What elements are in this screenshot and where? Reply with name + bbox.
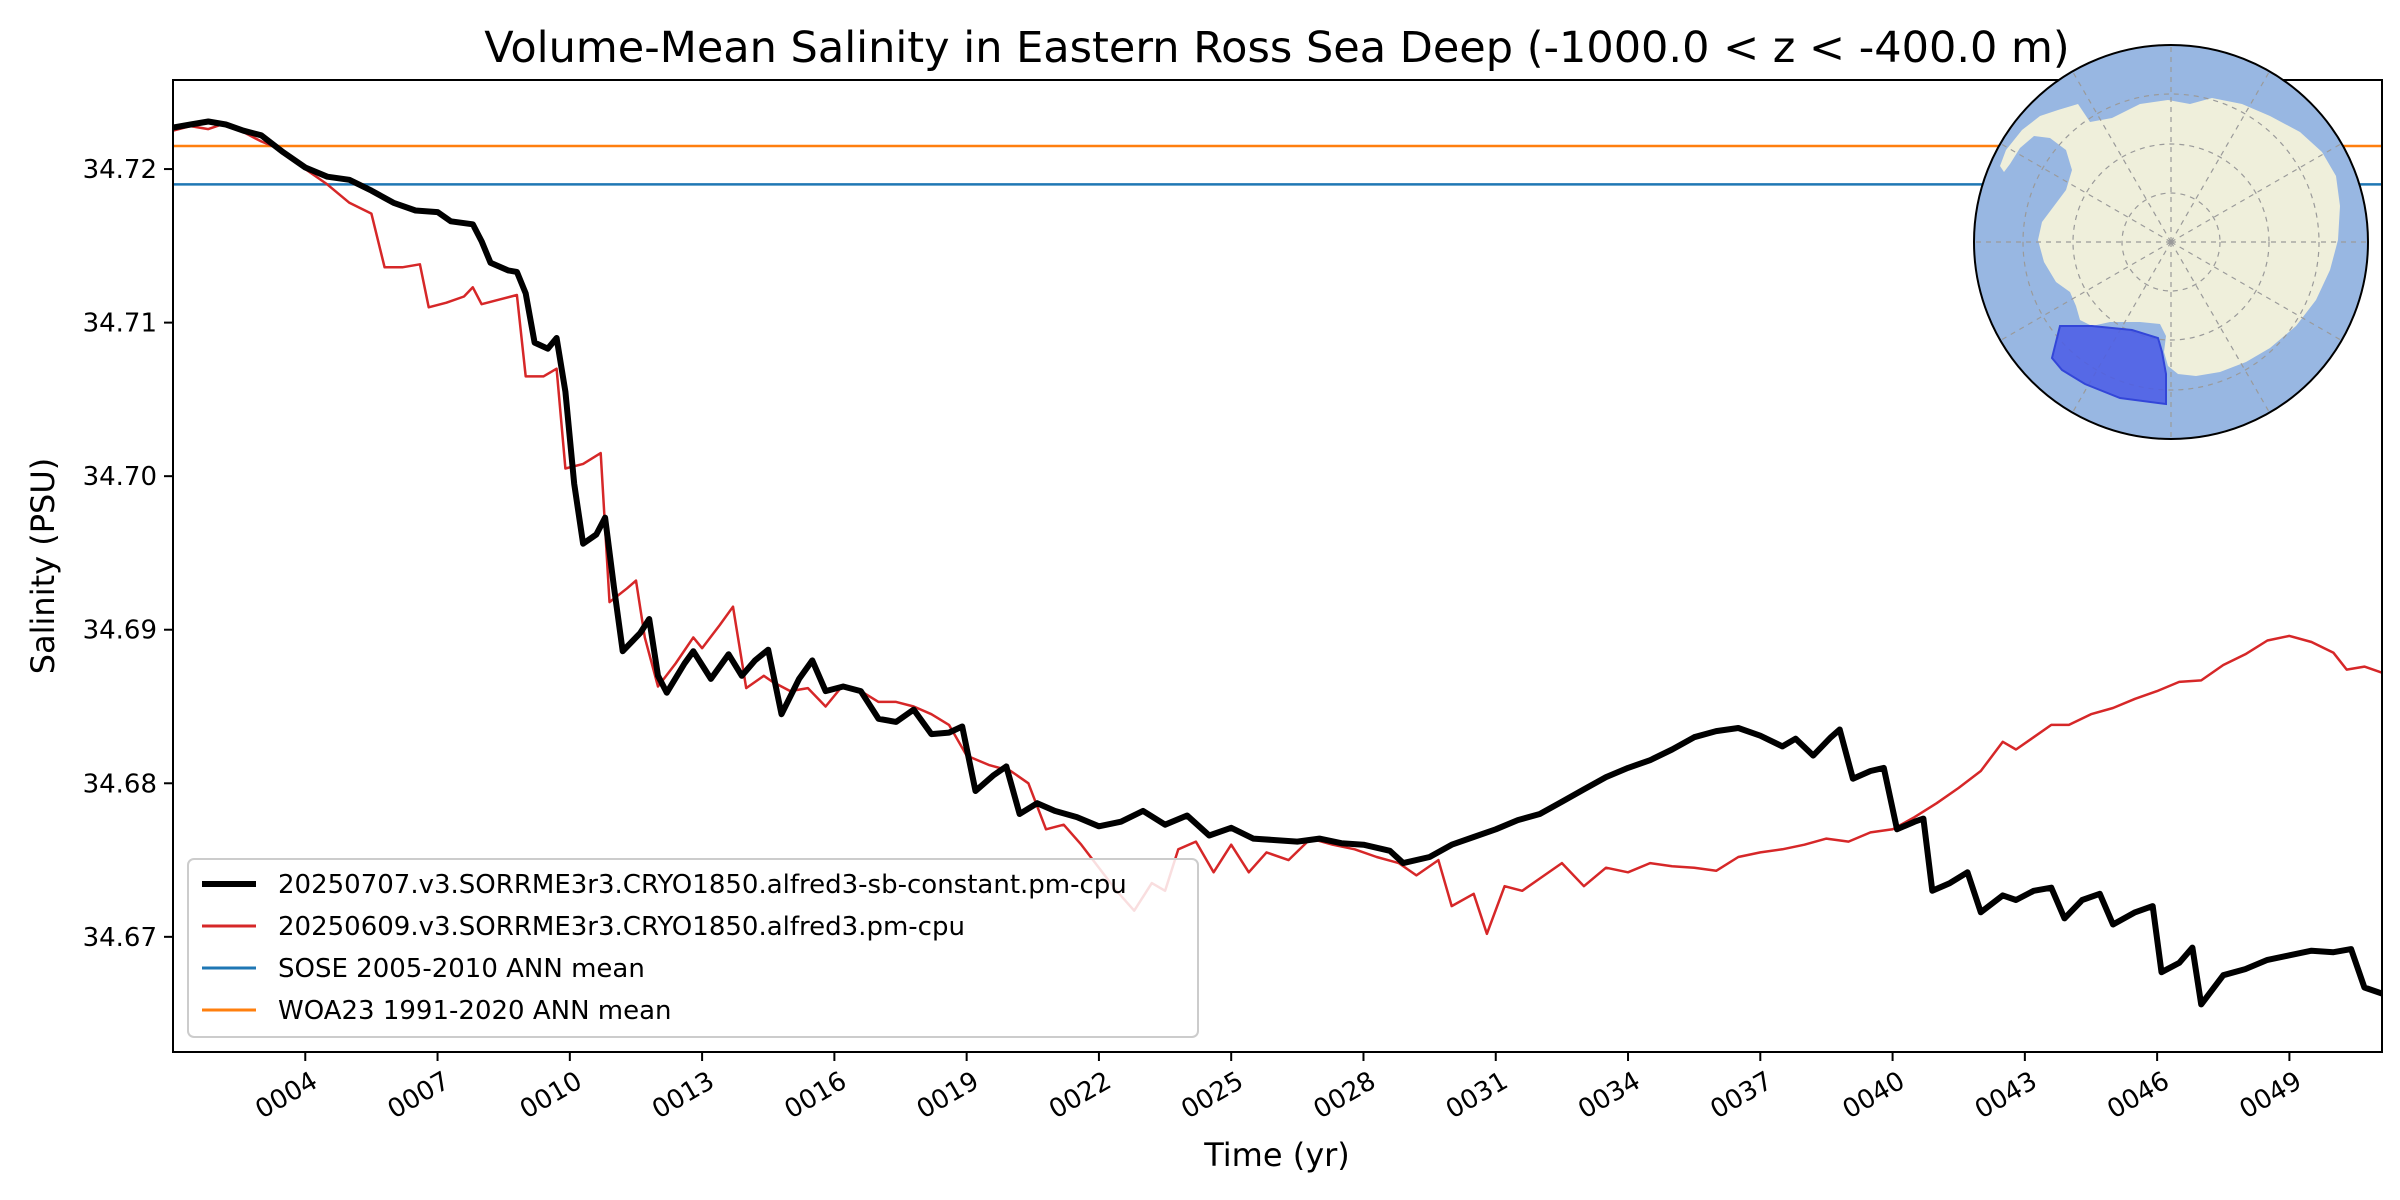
legend: 20250707.v3.SORRME3r3.CRYO1850.alfred3-s… (187, 858, 1199, 1038)
x-tick-label: 0019 (912, 1066, 984, 1125)
x-axis-label: Time (yr) (1203, 1136, 1350, 1174)
x-tick-label: 0013 (647, 1066, 719, 1125)
y-tick-label: 34.72 (83, 155, 157, 185)
x-tick-label: 0037 (1705, 1066, 1777, 1125)
x-axis-ticks: 0004 0007 0010 0013 0016 0019 0022 0025 0028 0031… (250, 1052, 2307, 1125)
chart-title: Volume-Mean Salinity in Eastern Ross Sea… (484, 23, 2069, 73)
map-graticule (1974, 45, 2368, 439)
x-tick-label: 0049 (2235, 1066, 2307, 1125)
x-tick-label: 0046 (2102, 1066, 2174, 1125)
y-tick-label: 34.68 (83, 769, 157, 799)
x-tick-label: 0022 (1044, 1066, 1116, 1125)
antarctica-land-icon (2000, 98, 2340, 376)
globe-outline (1973, 44, 2369, 440)
x-tick-label: 0043 (1970, 1066, 2042, 1125)
x-tick-label: 0034 (1573, 1066, 1645, 1125)
x-tick-label: 0010 (515, 1066, 587, 1125)
x-tick-label: 0040 (1838, 1066, 1910, 1125)
y-axis-ticks: 34.67 34.68 34.69 34.70 34.71 34.72 (83, 155, 173, 953)
x-tick-label: 0004 (250, 1066, 322, 1125)
y-axis-label: Salinity (PSU) (24, 458, 62, 675)
plot-frame (172, 79, 2383, 1053)
legend-label-experiment-sb-constant: 20250707.v3.SORRME3r3.CRYO1850.alfred3-s… (278, 870, 1127, 900)
x-tick-label: 0025 (1176, 1066, 1248, 1125)
x-tick-label: 0007 (383, 1066, 455, 1125)
x-tick-label: 0028 (1309, 1066, 1381, 1125)
selected-region-icon (2050, 325, 2167, 406)
y-tick-label: 34.70 (83, 462, 157, 492)
x-tick-label: 0031 (1441, 1066, 1513, 1125)
legend-box (187, 858, 1199, 1038)
x-tick-label: 0016 (780, 1066, 852, 1125)
y-tick-label: 34.71 (83, 309, 157, 339)
legend-label-sose: SOSE 2005-2010 ANN mean (278, 954, 645, 984)
legend-label-woa23: WOA23 1991-2020 ANN mean (278, 996, 672, 1026)
series-line-experiment-sb-constant (173, 118, 2382, 1008)
legend-label-experiment-baseline: 20250609.v3.SORRME3r3.CRYO1850.alfred3.p… (278, 912, 965, 942)
y-tick-label: 34.69 (83, 616, 157, 646)
inset-map (1973, 44, 2369, 440)
y-tick-label: 34.67 (83, 923, 157, 953)
